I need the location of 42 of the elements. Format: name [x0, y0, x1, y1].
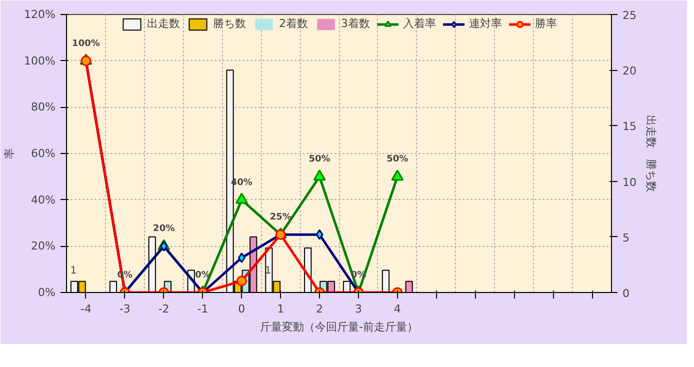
x-tick-label: -3	[119, 302, 130, 316]
legend-label: 勝率	[535, 16, 557, 31]
x-tick-label: -4	[80, 302, 92, 316]
y-tick-label: 80%	[31, 100, 56, 114]
y-tick-label: 0%	[38, 286, 56, 299]
point	[391, 170, 404, 181]
y-axis-title: 率	[3, 148, 16, 159]
x-tick-label: -1	[197, 302, 208, 316]
y-tick-label: 20%	[31, 240, 56, 253]
y2-axis-title: 出走数 勝ち数	[644, 115, 658, 192]
point	[235, 192, 248, 204]
x-tick-label: 4	[394, 302, 401, 316]
data-label: 50%	[308, 154, 330, 165]
x-tick-label: 1	[277, 302, 284, 316]
x-tick-label: 3	[354, 302, 362, 316]
y2-tick-label: 5	[622, 231, 630, 244]
y2-tick-label: 20	[622, 64, 636, 78]
y2-tick-label: 25	[622, 9, 636, 22]
legend-label: 3着数	[341, 16, 370, 31]
data-label: 100%	[72, 38, 100, 49]
y-tick-label: 60%	[31, 147, 56, 160]
legend-label: 勝ち数	[213, 16, 246, 31]
y2-tick-label: 15	[622, 120, 636, 134]
x-tick-label: -2	[158, 302, 170, 316]
data-label: 20%	[153, 224, 175, 234]
y2-tick-label: 10	[622, 176, 636, 189]
y-tick-label: 120%	[24, 8, 56, 21]
y2-tick-label: 0	[622, 287, 630, 300]
x-tick-label: 0	[238, 302, 246, 316]
y-tick-label: 40%	[31, 193, 56, 206]
legend-label: 2着数	[279, 16, 308, 31]
y-tick-label: 100%	[24, 54, 56, 68]
x-axis-title: 斤量変動（今回斤量-前走斤量）	[260, 320, 418, 334]
annotation: 1	[70, 265, 77, 276]
data-label: 50%	[386, 154, 408, 165]
data-label: 25%	[270, 212, 292, 223]
point	[313, 170, 326, 181]
x-tick-label: 2	[316, 302, 324, 316]
legend-label: 出走数	[147, 16, 180, 31]
legend-label: 入着率	[403, 16, 436, 31]
annotation: 1	[264, 265, 272, 276]
legend-label: 連対率	[469, 16, 502, 31]
